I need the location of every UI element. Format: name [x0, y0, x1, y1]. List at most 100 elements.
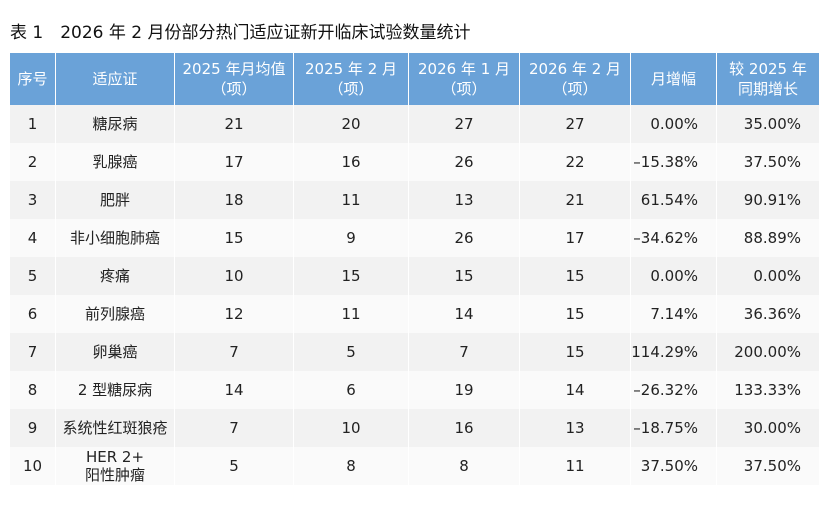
table-cell: 6: [293, 371, 409, 409]
table-cell: 12: [174, 295, 294, 333]
table-cell: 5: [174, 447, 294, 485]
table-cell: 7.14%: [630, 295, 717, 333]
table-cell: 21: [174, 105, 294, 143]
table-cell: 15: [408, 257, 520, 295]
table-row: 1 糖尿病 21 20 27 27 0.00% 35.00%: [10, 105, 819, 143]
table-cell: 9: [293, 219, 409, 257]
table-cell: 26: [408, 143, 520, 181]
table-cell: 26: [408, 219, 520, 257]
table-row: 4 非小细胞肺癌 15 9 26 17 –34.62% 88.89%: [10, 219, 819, 257]
table-cell: 14: [519, 371, 631, 409]
table-title: 表 1 2026 年 2 月份部分热门适应证新开临床试验数量统计: [10, 23, 471, 43]
table-cell: –15.38%: [630, 143, 717, 181]
table-cell: 13: [408, 181, 520, 219]
table-cell: 11: [293, 181, 409, 219]
table-cell: 88.89%: [716, 219, 819, 257]
table-cell: 37.50%: [716, 447, 819, 485]
table-cell: 14: [174, 371, 294, 409]
table-cell: 3: [10, 181, 56, 219]
table-cell: 21: [519, 181, 631, 219]
column-header: 2025 年 2 月 （项）: [293, 53, 409, 105]
table-cell: 37.50%: [630, 447, 717, 485]
table-cell: 4: [10, 219, 56, 257]
table-cell: 卵巢癌: [55, 333, 175, 371]
column-header: 月增幅: [630, 53, 717, 105]
table-cell: 19: [408, 371, 520, 409]
table-cell: –26.32%: [630, 371, 717, 409]
table-cell: 36.36%: [716, 295, 819, 333]
table-cell: 18: [174, 181, 294, 219]
table-cell: 2 型糖尿病: [55, 371, 175, 409]
table-cell: 疼痛: [55, 257, 175, 295]
table-cell: 肥胖: [55, 181, 175, 219]
table-cell: 2: [10, 143, 56, 181]
table-cell: 14: [408, 295, 520, 333]
table-cell: 5: [10, 257, 56, 295]
table-cell: 61.54%: [630, 181, 717, 219]
table-cell: 10: [293, 409, 409, 447]
table-cell: 前列腺癌: [55, 295, 175, 333]
table-cell: 7: [10, 333, 56, 371]
table-cell: 17: [174, 143, 294, 181]
table-row: 2 乳腺癌 17 16 26 22 –15.38% 37.50%: [10, 143, 819, 181]
table-cell: 20: [293, 105, 409, 143]
table-row: 5 疼痛 10 15 15 15 0.00% 0.00%: [10, 257, 819, 295]
table-cell: 9: [10, 409, 56, 447]
table-cell: 133.33%: [716, 371, 819, 409]
table-body: 1 糖尿病 21 20 27 27 0.00% 35.00% 2 乳腺癌 17 16 26 22 –15.3…: [10, 105, 819, 485]
table-cell: 乳腺癌: [55, 143, 175, 181]
column-header: 2025 年月均值 （项）: [174, 53, 294, 105]
table-cell: 0.00%: [630, 257, 717, 295]
table-cell: 系统性红斑狼疮: [55, 409, 175, 447]
table-row: 10 HER 2+ 阳性肿瘤 5 8 8 11 37.50% 37.50%: [10, 447, 819, 485]
table-cell: 糖尿病: [55, 105, 175, 143]
table-cell: 8: [293, 447, 409, 485]
table-cell: 114.29%: [630, 333, 717, 371]
column-header: 2026 年 1 月 （项）: [408, 53, 520, 105]
table-cell: 0.00%: [630, 105, 717, 143]
table-cell: 10: [174, 257, 294, 295]
data-table: 序号 适应证 2025 年月均值 （项） 2025 年 2 月 （项） 2026 年 1…: [10, 53, 819, 485]
table-cell: 37.50%: [716, 143, 819, 181]
table-row: 3 肥胖 18 11 13 21 61.54% 90.91%: [10, 181, 819, 219]
table-cell: 6: [10, 295, 56, 333]
table-cell: 27: [408, 105, 520, 143]
table-cell: 17: [519, 219, 631, 257]
column-header: 适应证: [55, 53, 175, 105]
table-cell: 15: [519, 257, 631, 295]
table-row: 6 前列腺癌 12 11 14 15 7.14% 36.36%: [10, 295, 819, 333]
table-cell: 90.91%: [716, 181, 819, 219]
table-cell: 35.00%: [716, 105, 819, 143]
table-cell: 7: [408, 333, 520, 371]
table-cell: 15: [293, 257, 409, 295]
table-cell: HER 2+ 阳性肿瘤: [55, 447, 175, 485]
table-cell: 30.00%: [716, 409, 819, 447]
table-cell: 13: [519, 409, 631, 447]
table-cell: 15: [174, 219, 294, 257]
column-header: 2026 年 2 月 （项）: [519, 53, 631, 105]
column-header: 序号: [10, 53, 56, 105]
table-cell: 11: [519, 447, 631, 485]
table-cell: 8: [10, 371, 56, 409]
table-cell: 10: [10, 447, 56, 485]
table-cell: 200.00%: [716, 333, 819, 371]
table-cell: 7: [174, 409, 294, 447]
table-cell: –34.62%: [630, 219, 717, 257]
header-row: 序号 适应证 2025 年月均值 （项） 2025 年 2 月 （项） 2026 年 1…: [10, 53, 819, 105]
table-cell: 5: [293, 333, 409, 371]
table-cell: 8: [408, 447, 520, 485]
table-cell: 11: [293, 295, 409, 333]
table-cell: 16: [408, 409, 520, 447]
table-cell: 0.00%: [716, 257, 819, 295]
table-cell: 15: [519, 295, 631, 333]
table-cell: 15: [519, 333, 631, 371]
table-cell: 非小细胞肺癌: [55, 219, 175, 257]
table-row: 9 系统性红斑狼疮 7 10 16 13 –18.75% 30.00%: [10, 409, 819, 447]
table-cell: 27: [519, 105, 631, 143]
table-cell: 1: [10, 105, 56, 143]
table-cell: 22: [519, 143, 631, 181]
table-row: 7 卵巢癌 7 5 7 15 114.29% 200.00%: [10, 333, 819, 371]
table-cell: –18.75%: [630, 409, 717, 447]
